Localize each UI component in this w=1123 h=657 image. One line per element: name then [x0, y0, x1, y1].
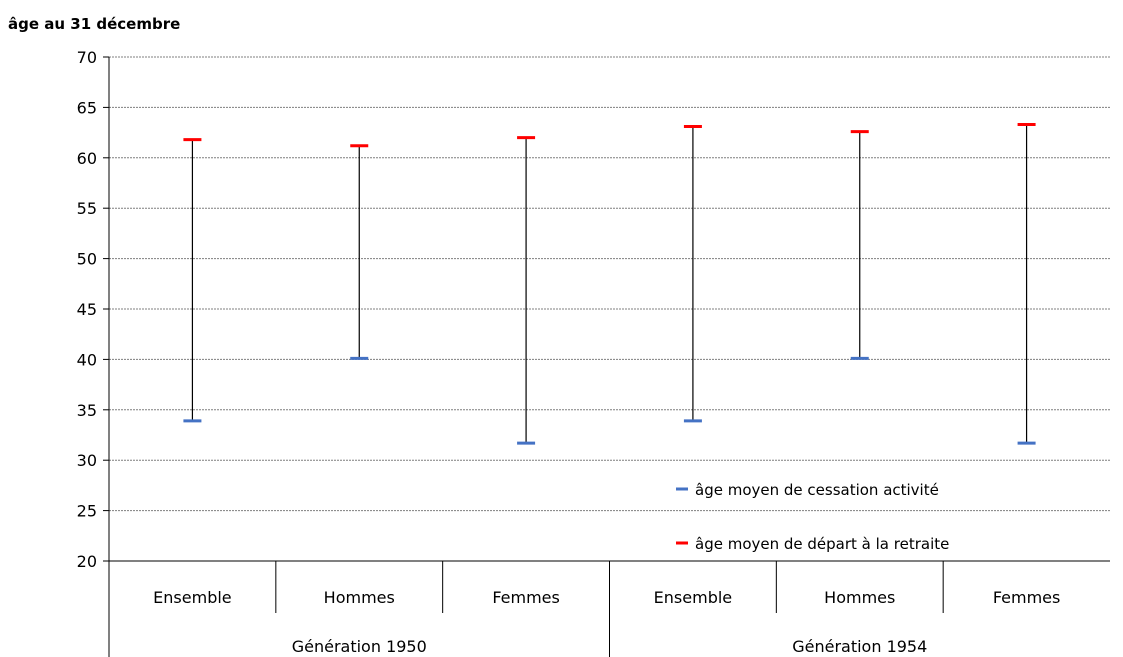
- category-label: Ensemble: [153, 588, 231, 607]
- y-axis-title: âge au 31 décembre: [8, 15, 180, 33]
- y-tick-label: 65: [77, 98, 97, 117]
- range-lines: [191, 124, 1028, 444]
- category-label: Hommes: [824, 588, 895, 607]
- group-label: Génération 1950: [292, 637, 427, 656]
- category-label: Ensemble: [654, 588, 732, 607]
- gridlines: [109, 56, 1110, 512]
- y-tick-label: 35: [77, 401, 97, 420]
- y-axis-ticks: 20 25 30 35 40 45 50 55 60 65 70: [77, 48, 109, 571]
- legend-label: âge moyen de départ à la retraite: [695, 535, 949, 553]
- y-tick-label: 55: [77, 199, 97, 218]
- y-tick-label: 45: [77, 300, 97, 319]
- category-labels: Ensemble Hommes Femmes Ensemble Hommes Femmes…: [153, 588, 1060, 656]
- category-label: Femmes: [993, 588, 1061, 607]
- y-tick-label: 25: [77, 502, 97, 521]
- markers: [183, 123, 1036, 445]
- group-label: Génération 1954: [792, 637, 927, 656]
- y-tick-label: 70: [77, 48, 97, 67]
- y-tick-label: 50: [77, 250, 97, 269]
- category-label: Femmes: [492, 588, 560, 607]
- y-tick-label: 20: [77, 552, 97, 571]
- y-tick-label: 60: [77, 149, 97, 168]
- y-tick-label: 40: [77, 350, 97, 369]
- legend-label: âge moyen de cessation activité: [695, 481, 939, 499]
- legend: âge moyen de cessation activité âge moyen…: [676, 481, 949, 553]
- y-tick-label: 30: [77, 451, 97, 470]
- category-label: Hommes: [324, 588, 395, 607]
- axes: [108, 57, 1110, 657]
